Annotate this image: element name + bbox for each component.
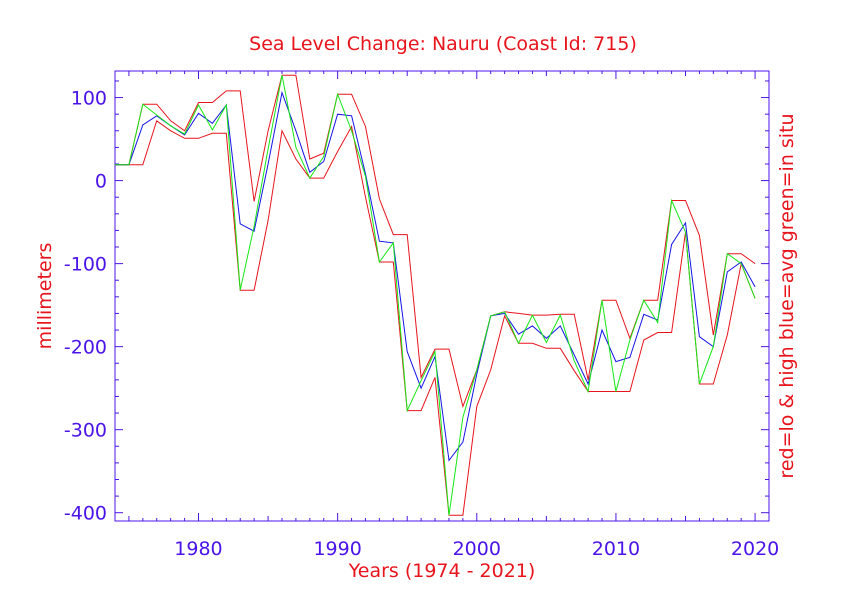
x-tick-label: 2000 — [453, 538, 501, 560]
plot-frame — [114, 70, 770, 522]
x-tick-label: 1990 — [313, 538, 361, 560]
y-tick-label: -300 — [64, 420, 107, 442]
series-line-average — [115, 90, 756, 462]
plot-area: 100 0 -100 -200 -300 -400 1980 1990 2000 2010 202… — [64, 70, 779, 560]
y-tick-label: 0 — [95, 171, 107, 193]
right-axis-label: red=lo & high blue=avg green=in situ — [776, 113, 798, 478]
x-tick-label: 2010 — [592, 538, 640, 560]
y-tick-label: -400 — [64, 503, 107, 525]
series-line-low — [115, 119, 756, 516]
y-tick-label: -100 — [64, 254, 107, 276]
series-lines — [115, 74, 756, 516]
chart-title: Sea Level Change: Nauru (Coast Id: 715) — [249, 33, 637, 55]
y-axis: 100 0 -100 -200 -300 -400 — [64, 80, 769, 525]
x-axis: 1980 1990 2000 2010 2020 — [128, 71, 779, 560]
x-axis-label: Years (1974 - 2021) — [348, 560, 536, 582]
x-tick-label: 2020 — [731, 538, 779, 560]
series-line-high — [115, 74, 756, 409]
y-axis-label: millimeters — [34, 243, 56, 350]
series-line-in-situ — [115, 75, 756, 516]
y-tick-label: 100 — [71, 88, 107, 110]
y-tick-label: -200 — [64, 337, 107, 359]
x-tick-label: 1980 — [174, 538, 222, 560]
